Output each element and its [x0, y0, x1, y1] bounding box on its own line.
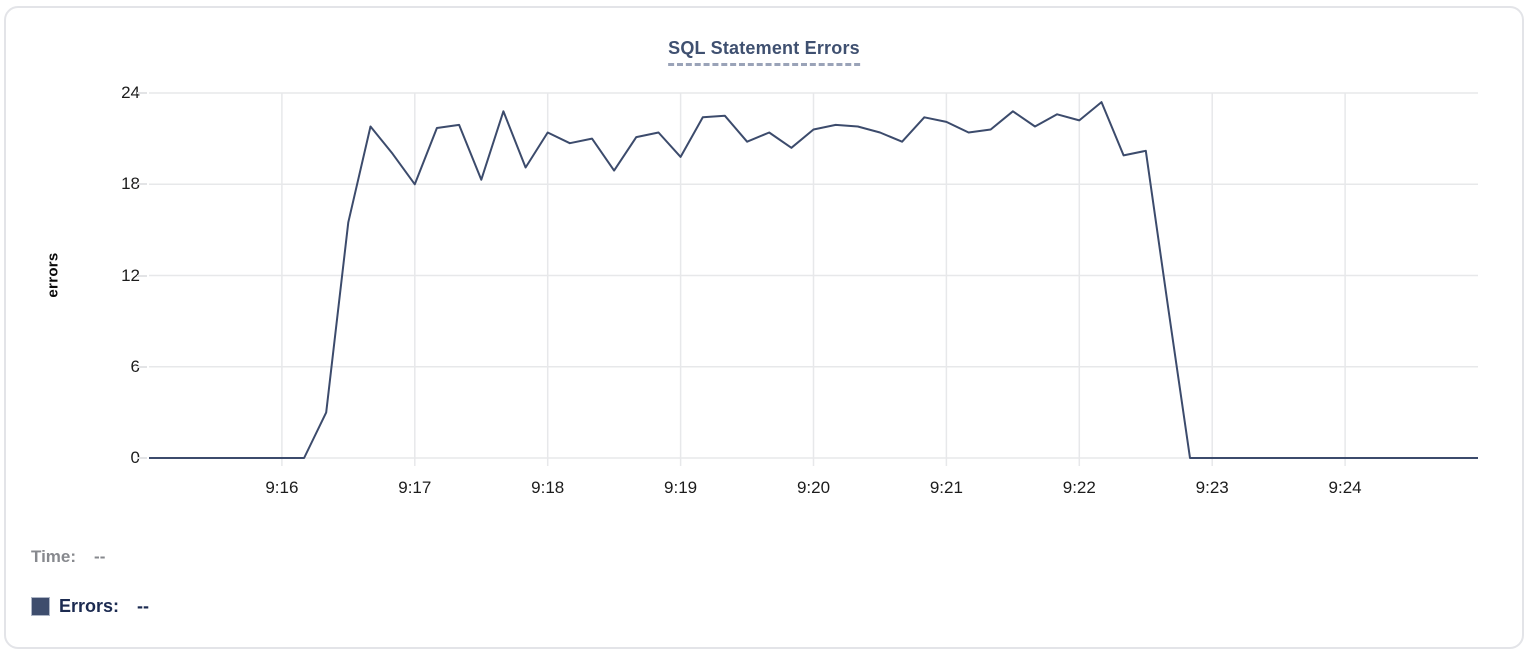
y-tick-label: 24 [121, 83, 140, 102]
x-tick-label: 9:23 [1195, 478, 1229, 497]
y-tick-label: 6 [130, 356, 140, 376]
chart-title[interactable]: SQL Statement Errors [668, 38, 860, 66]
tooltip-errors-label: Errors: [59, 596, 120, 616]
errors-line-series [149, 101, 1478, 459]
chart-card: SQL Statement Errors errors 0 6 12 18 24 9:1… [4, 6, 1524, 649]
tooltip-time-label: Time: [31, 547, 77, 566]
tooltip-time-row: Time: -- [31, 547, 105, 567]
y-tick-mark [137, 274, 147, 277]
y-tick-label: 0 [130, 448, 140, 467]
tooltip-errors-value: -- [137, 596, 150, 616]
y-tick-label: 18 [121, 174, 140, 194]
x-tick-label: 9:17 [398, 478, 432, 497]
y-tick-mark [137, 183, 147, 186]
y-tick-mark [137, 365, 147, 368]
y-tick-mark [137, 92, 147, 94]
tooltip-time-value: -- [94, 547, 106, 566]
x-tick-label: 9:20 [796, 478, 831, 497]
x-tick-label: 9:18 [531, 478, 565, 497]
x-tick-label: 9:22 [1062, 478, 1096, 497]
y-tick-label: 12 [121, 265, 140, 285]
x-tick-label: 9:16 [265, 478, 299, 497]
y-tick-mark [137, 457, 147, 459]
tooltip-errors-row: Errors: -- [31, 596, 149, 617]
errors-legend-swatch [31, 597, 50, 616]
x-tick-label: 9:21 [929, 478, 963, 497]
plot-area[interactable] [149, 92, 1478, 466]
x-tick-label: 9:19 [664, 478, 698, 497]
x-tick-label: 9:24 [1328, 478, 1362, 497]
